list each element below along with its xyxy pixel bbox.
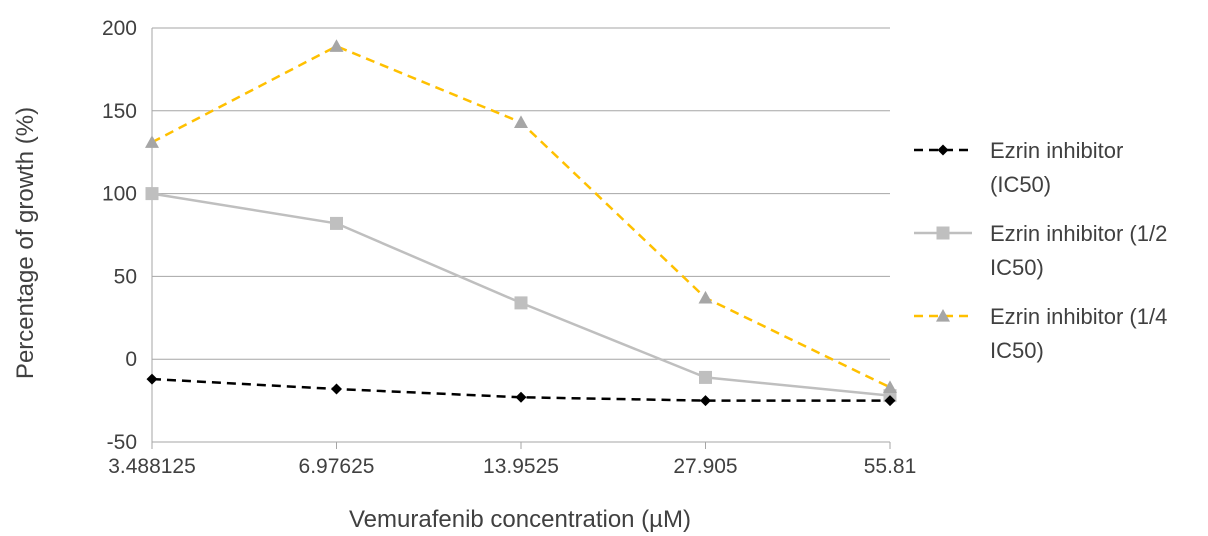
- gridlines: [152, 27, 890, 443]
- series-line: [151, 192, 891, 397]
- y-tick-label: 0: [125, 348, 137, 371]
- x-tick-label: 55.81: [864, 455, 917, 478]
- legend-item-3: Ezrin inhibitor (1/4 IC50): [914, 304, 1167, 363]
- series-1: [146, 373, 896, 407]
- x-tick-label: 13.9525: [483, 455, 559, 478]
- x-tick-label: 6.97625: [299, 455, 375, 478]
- data-point: [515, 391, 527, 403]
- legend-marker: [936, 226, 950, 240]
- legend-label: Ezrin inhibitor (1/4: [990, 304, 1167, 329]
- series-2: [145, 187, 897, 403]
- data-point: [514, 296, 528, 310]
- legend-label: Ezrin inhibitor: [990, 138, 1123, 163]
- data-point: [514, 115, 528, 128]
- y-tick-label: -50: [107, 431, 137, 454]
- x-tick-labels: 3.488125 6.97625 13.9525 27.905 55.81: [108, 455, 916, 478]
- data-point: [146, 373, 158, 385]
- data-point: [331, 383, 342, 395]
- y-tick-labels: -50 0 50 100 150 200: [102, 17, 137, 454]
- series-line: [151, 44, 891, 389]
- data-point: [145, 187, 159, 201]
- legend-item-2: Ezrin inhibitor (1/2 IC50): [914, 221, 1167, 280]
- legend-marker: [936, 309, 950, 322]
- axes: [151, 28, 891, 449]
- legend-marker: [937, 144, 949, 156]
- legend-label: Ezrin inhibitor (1/2: [990, 221, 1167, 246]
- series-3: [145, 39, 897, 393]
- data-point: [884, 395, 896, 407]
- legend-label: IC50): [990, 255, 1044, 280]
- x-tick-label: 3.488125: [108, 455, 196, 478]
- y-axis-title: Percentage of growth (%): [12, 107, 39, 379]
- y-tick-label: 50: [114, 265, 137, 288]
- legend-label: (IC50): [990, 172, 1051, 197]
- x-axis-title: Vemurafenib concentration (µM): [349, 506, 691, 533]
- series-group: [145, 39, 897, 407]
- y-tick-label: 150: [102, 100, 137, 123]
- series-line: [151, 377, 890, 402]
- y-tick-label: 100: [102, 183, 137, 206]
- data-point: [699, 370, 712, 384]
- data-point: [700, 395, 711, 407]
- data-point: [698, 290, 713, 304]
- legend-label: IC50): [990, 338, 1044, 363]
- legend-item-1: Ezrin inhibitor (IC50): [914, 138, 1123, 197]
- x-tick-label: 27.905: [673, 455, 737, 478]
- data-point: [145, 135, 159, 148]
- data-point: [329, 39, 344, 52]
- data-point: [330, 216, 343, 230]
- y-tick-label: 200: [102, 17, 137, 40]
- data-point: [883, 380, 897, 393]
- legend: Ezrin inhibitor (IC50) Ezrin inhibitor (1/…: [914, 138, 1167, 363]
